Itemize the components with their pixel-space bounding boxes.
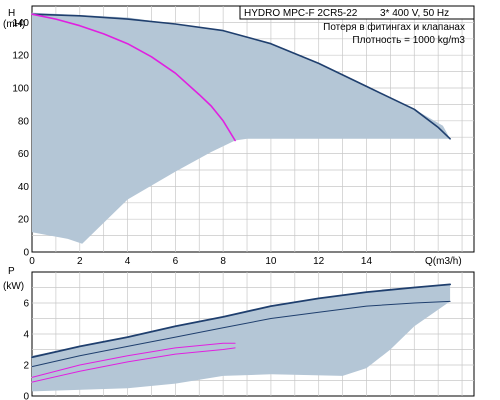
head-y-tick-label: 140 bbox=[12, 18, 29, 29]
density-note: Плотность = 1000 kg/m3 bbox=[352, 35, 465, 46]
head-chart: 0 20 40 60 80 100 120 140 0 2 4 6 8 10 12 14 H (mH) Q(… bbox=[3, 5, 475, 267]
power-y-tick-label: 2 bbox=[23, 361, 29, 372]
power-curve-2 bbox=[31, 300, 451, 368]
head-x-tick-label: 6 bbox=[173, 256, 179, 267]
power-curves bbox=[31, 283, 451, 383]
head-y-ticks: 0 20 40 60 80 100 120 140 bbox=[12, 18, 29, 259]
head-y-tick-label: 60 bbox=[18, 149, 30, 160]
head-y-tick-label: 0 bbox=[23, 248, 29, 259]
power-curve-1 bbox=[31, 283, 451, 359]
head-y-tick-label: 20 bbox=[18, 215, 30, 226]
head-operating-range bbox=[32, 12, 451, 244]
power-y-unit: (kW) bbox=[3, 281, 24, 292]
power-y-ticks: 0 2 4 6 bbox=[23, 299, 29, 400]
head-x-tick-label: 10 bbox=[265, 256, 277, 267]
supply-label: 3* 400 V, 50 Hz bbox=[380, 8, 449, 19]
head-y-tick-label: 80 bbox=[18, 116, 30, 127]
power-curve-3 bbox=[31, 342, 236, 378]
head-x-tick-label: 12 bbox=[313, 256, 325, 267]
head-y-tick-label: 100 bbox=[12, 84, 29, 95]
power-y-label: P bbox=[8, 266, 15, 277]
head-curves bbox=[31, 13, 451, 142]
power-curve-4 bbox=[31, 347, 236, 383]
header-box bbox=[239, 5, 475, 20]
head-curve-2 bbox=[31, 13, 236, 142]
head-y-label: H bbox=[8, 8, 15, 19]
power-operating-range bbox=[32, 284, 451, 392]
head-x-tick-label: 0 bbox=[29, 256, 35, 267]
head-x-tick-label: 8 bbox=[220, 256, 226, 267]
head-x-label: Q(m3/h) bbox=[425, 256, 462, 267]
head-x-tick-label: 14 bbox=[361, 256, 373, 267]
fitting-loss-note: Потеря в фитингах и клапанах bbox=[323, 21, 465, 33]
chart-header: HYDRO MPC-F 2CR5-22 3* 400 V, 50 Hz Поте… bbox=[239, 5, 475, 46]
power-chart: 0 2 4 6 P (kW) bbox=[3, 266, 475, 400]
power-y-tick-label: 0 bbox=[23, 392, 29, 400]
power-y-tick-label: 6 bbox=[23, 299, 29, 310]
head-x-tick-label: 4 bbox=[125, 256, 131, 267]
head-y-unit: (mH) bbox=[3, 19, 25, 30]
power-y-tick-label: 4 bbox=[23, 330, 29, 341]
head-y-tick-label: 40 bbox=[18, 182, 30, 193]
model-label: HYDRO MPC-F 2CR5-22 bbox=[244, 8, 358, 19]
head-x-ticks: 0 2 4 6 8 10 12 14 bbox=[29, 256, 372, 267]
head-y-tick-label: 120 bbox=[12, 51, 29, 62]
head-x-tick-label: 2 bbox=[77, 256, 83, 267]
head-curve-1 bbox=[31, 13, 451, 140]
